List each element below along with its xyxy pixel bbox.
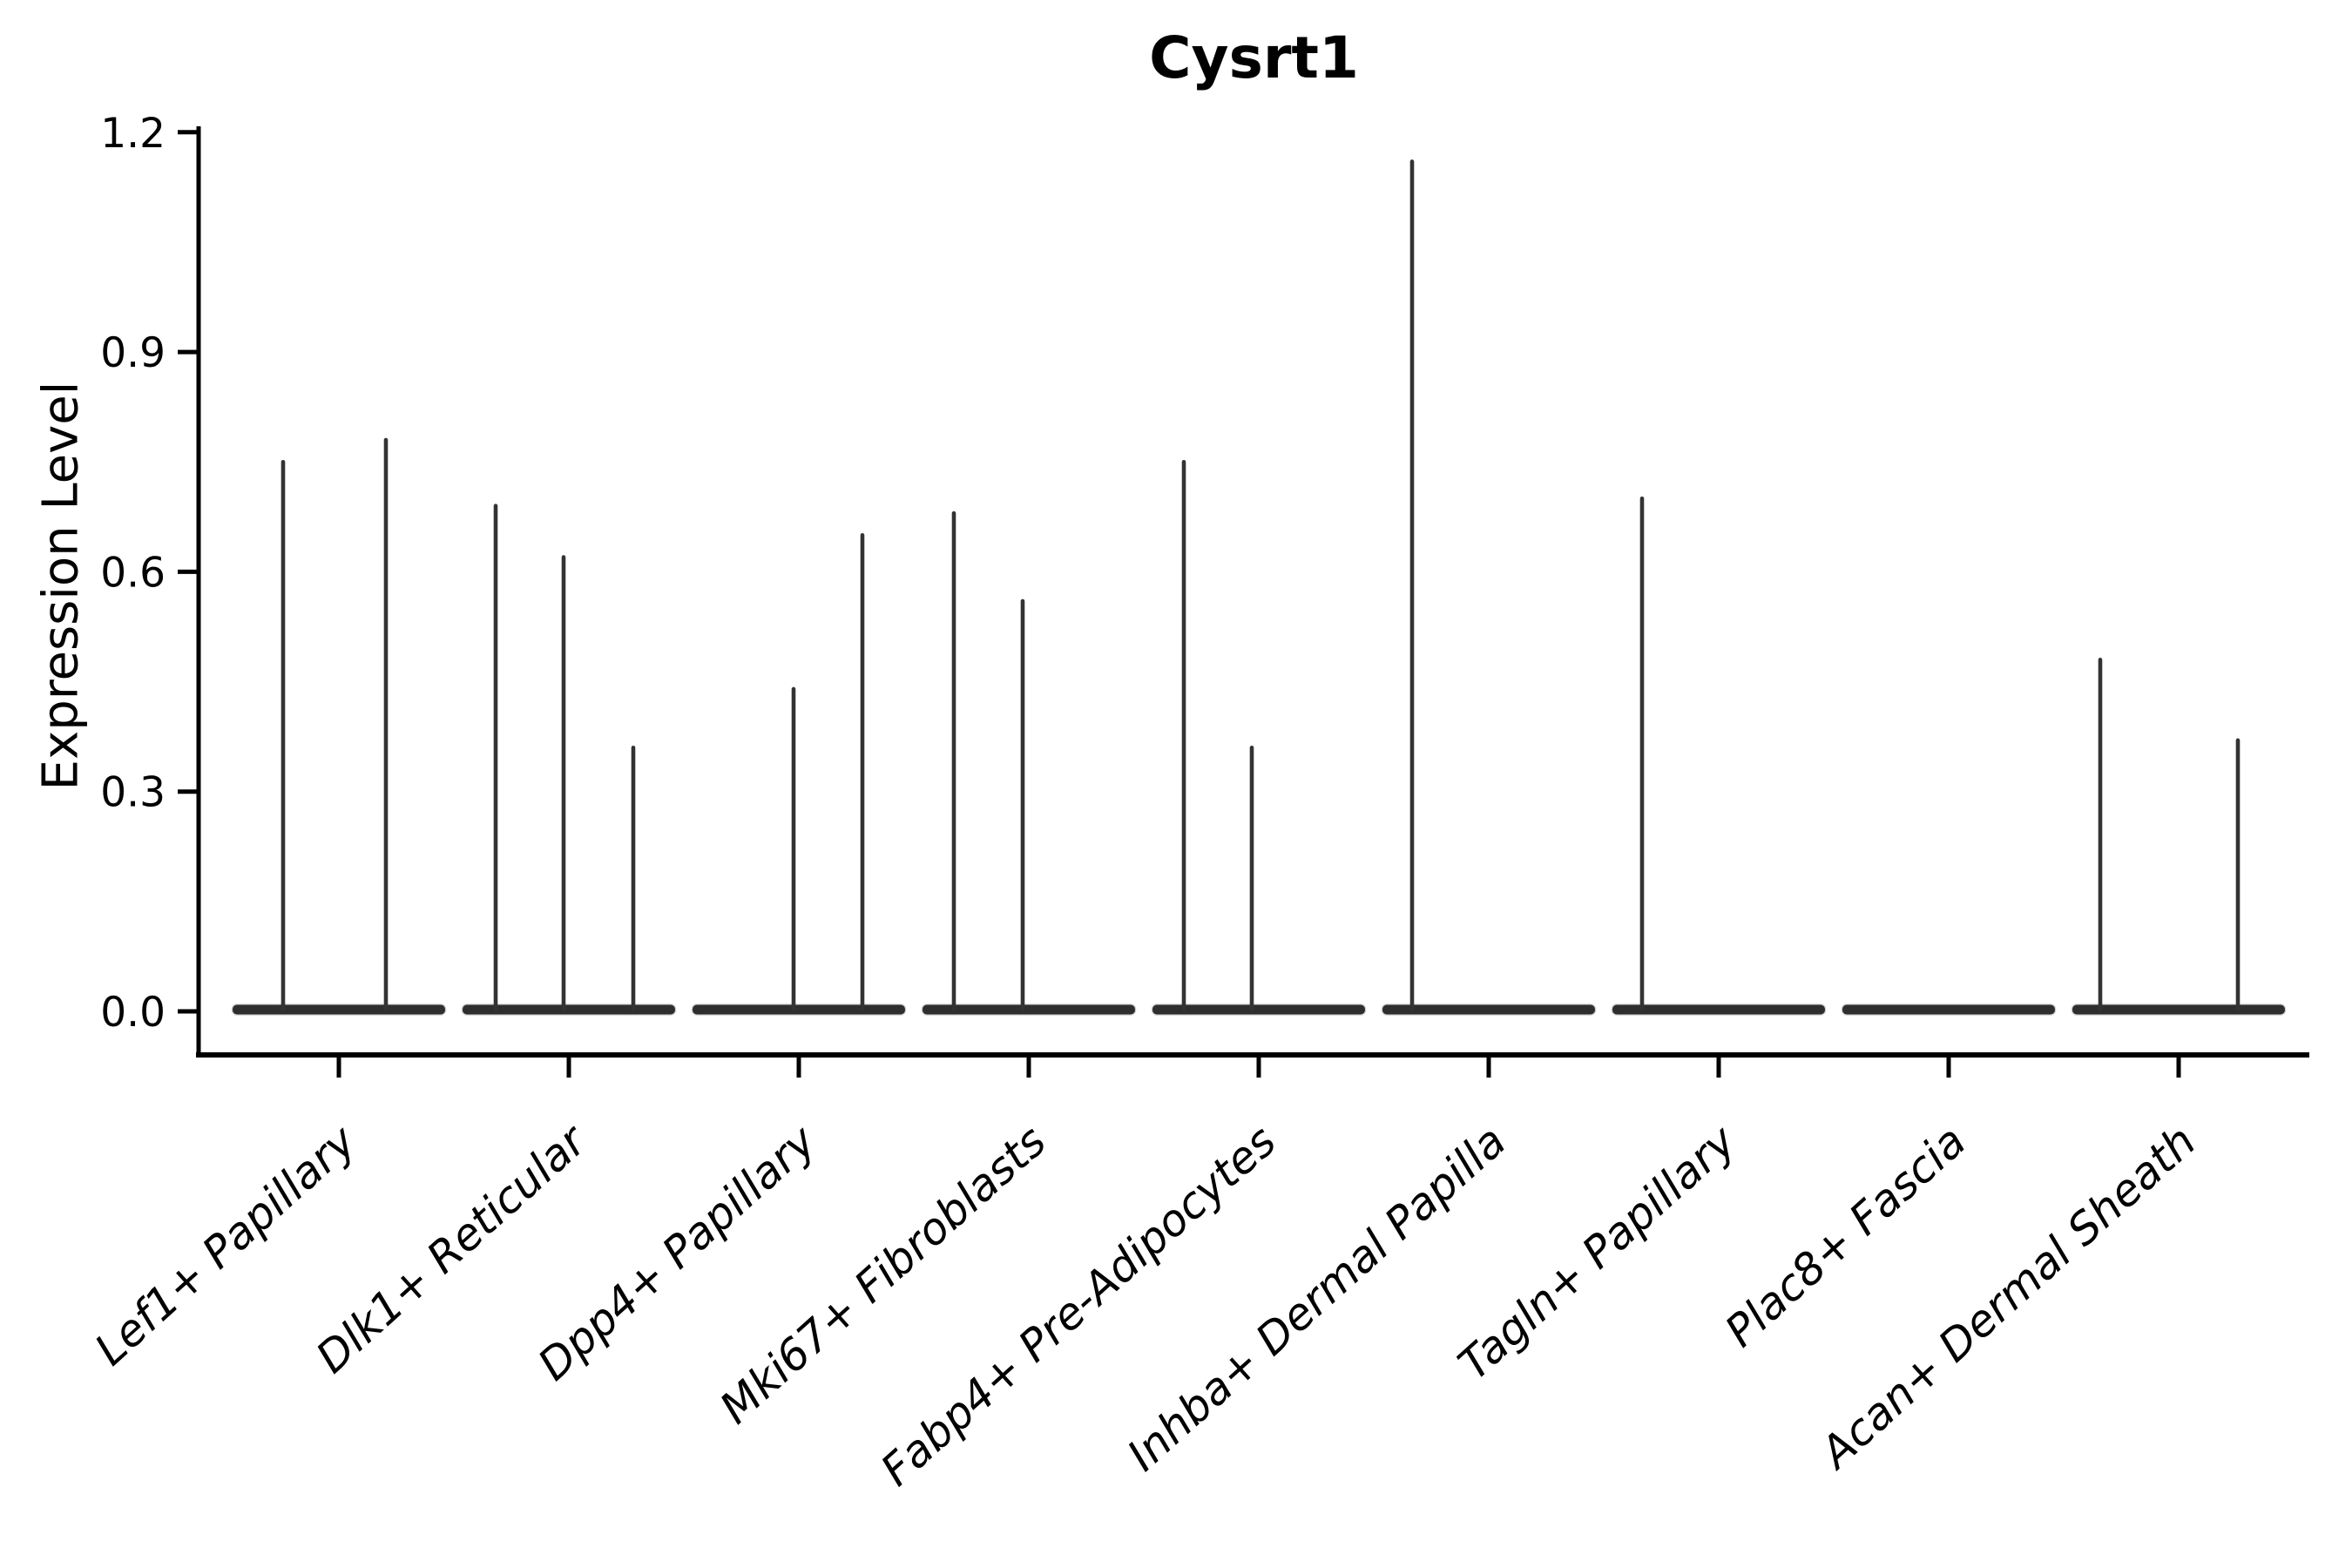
violin-body: [231, 1004, 447, 1016]
x-tick-label: Fabp4+ Pre-Adipocytes: [871, 1116, 1286, 1496]
violin-body: [1151, 1004, 1367, 1016]
violin-body: [461, 1004, 677, 1016]
y-axis-title: Expression Level: [32, 381, 90, 791]
x-tick-label: Plac8+ Fascia: [1715, 1116, 1975, 1357]
violin-body: [1841, 1004, 2057, 1016]
y-tick-label: 0.3: [100, 769, 166, 817]
y-tick-label: 0.0: [100, 989, 166, 1037]
violin-body: [921, 1004, 1137, 1016]
violin-body: [1381, 1004, 1597, 1016]
violin-body: [691, 1004, 907, 1016]
y-tick-label: 1.2: [100, 110, 166, 158]
violin-body: [2071, 1004, 2287, 1016]
y-tick-label: 0.6: [100, 549, 166, 597]
y-tick-label: 0.9: [100, 329, 166, 377]
chart-title: Cysrt1: [1149, 24, 1359, 91]
violin-body: [1611, 1004, 1827, 1016]
x-tick-label: Inhba+ Dermal Papilla: [1118, 1116, 1516, 1481]
x-tick-label: Acan+ Dermal Sheath: [1809, 1116, 2206, 1480]
